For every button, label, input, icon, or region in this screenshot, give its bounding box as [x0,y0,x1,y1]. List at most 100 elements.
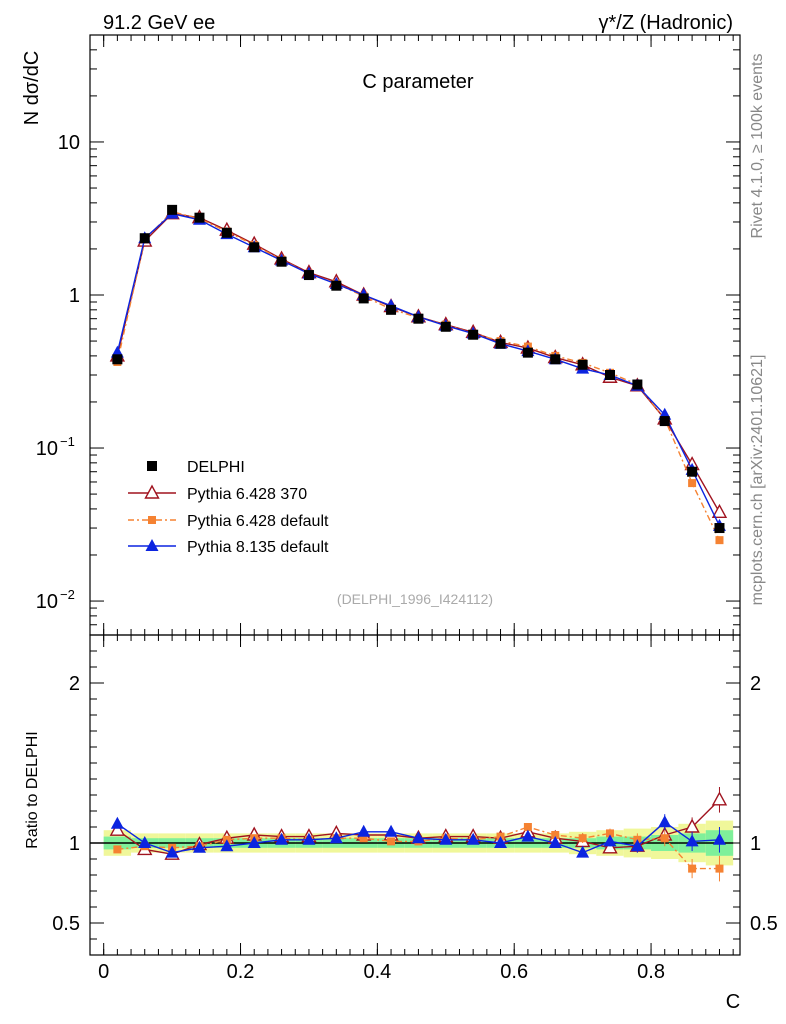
ratio-point-2-17 [576,845,590,858]
series-0-point-14 [495,338,506,349]
series-0-point-18 [605,370,615,381]
ratio-point-2-7 [302,832,316,845]
ratio-y-tick-label-left-0: 2 [69,673,80,695]
y-axis-label-ratio: Ratio to DELPHI [24,731,41,848]
ratio-point-1-21 [688,864,697,873]
process-label: γ*/Z (Hadronic) [599,12,733,34]
ratio-point-2-21 [685,834,699,847]
series-0-point-13 [468,329,479,340]
ratio-point-2-6 [275,832,289,845]
ratio-point-2-3 [192,840,206,853]
series-0-point-15 [522,347,533,358]
ratio-y-tick-label-right-2: 0.5 [750,913,778,935]
x-tick-label-2: 0.4 [363,961,391,983]
series-0-point-19 [632,379,643,390]
series-0-point-4 [221,227,232,238]
legend: DELPHI Pythia 6.428 370 Pythia 6.428 def… [128,459,329,556]
legend-marker-3 [145,539,159,551]
y-tick-label-top-exp-3: −2 [60,587,75,602]
mcplots-label: mcplots.cern.ch [arXiv:2401.10621] [749,355,766,606]
series-line-2 [116,210,721,541]
ratio-y-tick-label-left-2: 0.5 [52,913,80,935]
beam-label: 91.2 GeV ee [103,12,215,34]
ratio-point-1-15 [523,823,532,831]
y-tick-label-top-1: 1 [69,285,80,307]
ratio-point-1-17 [578,834,587,843]
ratio-point-2-22 [712,832,726,845]
y-axis-label-top: N dσ/dC [21,51,43,126]
ratio-point-2-12 [439,832,453,845]
x-tick-label-0: 0 [98,961,109,983]
ratio-point-1-22 [715,864,724,873]
series-0-point-6 [276,256,287,267]
ratio-point-2-5 [247,836,261,848]
ratio-point-2-13 [466,832,480,845]
series-0-point-3 [194,212,205,223]
ratio-point-0-22 [711,791,728,806]
ratio-point-2-19 [630,839,644,852]
ratio-point-1-20 [660,834,669,843]
series-0-point-17 [577,359,588,370]
series-0-point-9 [358,293,369,304]
series-line-3 [116,212,721,527]
ratio-point-2-11 [411,831,425,844]
legend-marker-0 [147,461,157,471]
ratio-point-2-8 [329,831,343,844]
series-0-point-21 [687,466,698,477]
legend-label-pythia8-default: Pythia 8.135 default [187,539,329,556]
ratio-point-2-10 [384,824,398,837]
y-tick-label-top-3: 10 [36,591,58,613]
ratio-point-1-0 [113,845,122,854]
y-tick-label-top-2: 10 [36,438,58,460]
ratio-y-tick-label-left-1: 1 [69,833,80,855]
ratio-y-tick-label-right-1: 1 [750,833,761,855]
series-0-point-7 [303,270,314,281]
ratio-point-0-18 [602,839,618,854]
series-group [109,204,728,545]
ratio-plot-frame [89,634,741,956]
series-0-point-22 [714,523,725,534]
series-0-point-10 [386,304,397,315]
ratio-point-2-9 [357,824,371,837]
y-tick-label-top-exp-2: −1 [60,434,75,449]
legend-marker-2 [148,516,156,524]
chart-title: C parameter [362,71,473,93]
ratio-point-1-10 [387,837,396,846]
ratio-series-group [109,787,728,882]
ratio-point-2-0 [110,816,124,829]
legend-marker-1 [144,484,160,499]
series-2-point-22 [715,536,724,545]
x-axis-label: C [726,991,740,1013]
rivet-version-label: Rivet 4.1.0, ≥ 100k events [749,54,766,239]
series-0-point-11 [413,313,424,324]
ratio-point-2-4 [220,839,234,852]
ratio-point-2-14 [494,836,508,848]
series-0-point-8 [331,280,342,291]
legend-label-pythia6-370: Pythia 6.428 370 [187,486,307,503]
series-0-point-0 [112,354,123,365]
series-1-point-22 [711,503,728,519]
ratio-point-2-20 [658,815,672,828]
x-tick-label-4: 0.8 [637,961,665,983]
ratio-point-2-1 [138,836,152,848]
ratio-y-tick-label-right-0: 2 [750,673,761,695]
ratio-point-2-16 [548,836,562,848]
ratio-point-1-16 [551,831,560,839]
analysis-watermark: (DELPHI_1996_I424112) [337,591,493,607]
ratio-point-1-18 [606,829,614,838]
x-tick-label-3: 0.6 [500,961,528,983]
ratio-point-0-0 [109,821,126,836]
series-0-point-12 [440,321,451,332]
y-tick-label-top-0: 10 [58,132,80,154]
legend-label-pythia6-default: Pythia 6.428 default [187,513,329,530]
ratio-point-1-9 [359,834,368,843]
x-tick-label-1: 0.2 [227,961,255,983]
series-0-point-16 [550,354,561,365]
series-0-point-20 [659,416,670,427]
series-0-point-5 [249,242,260,253]
legend-label-delphi: DELPHI [187,459,245,476]
series-0-point-1 [139,233,150,244]
ratio-point-2-15 [521,829,535,842]
